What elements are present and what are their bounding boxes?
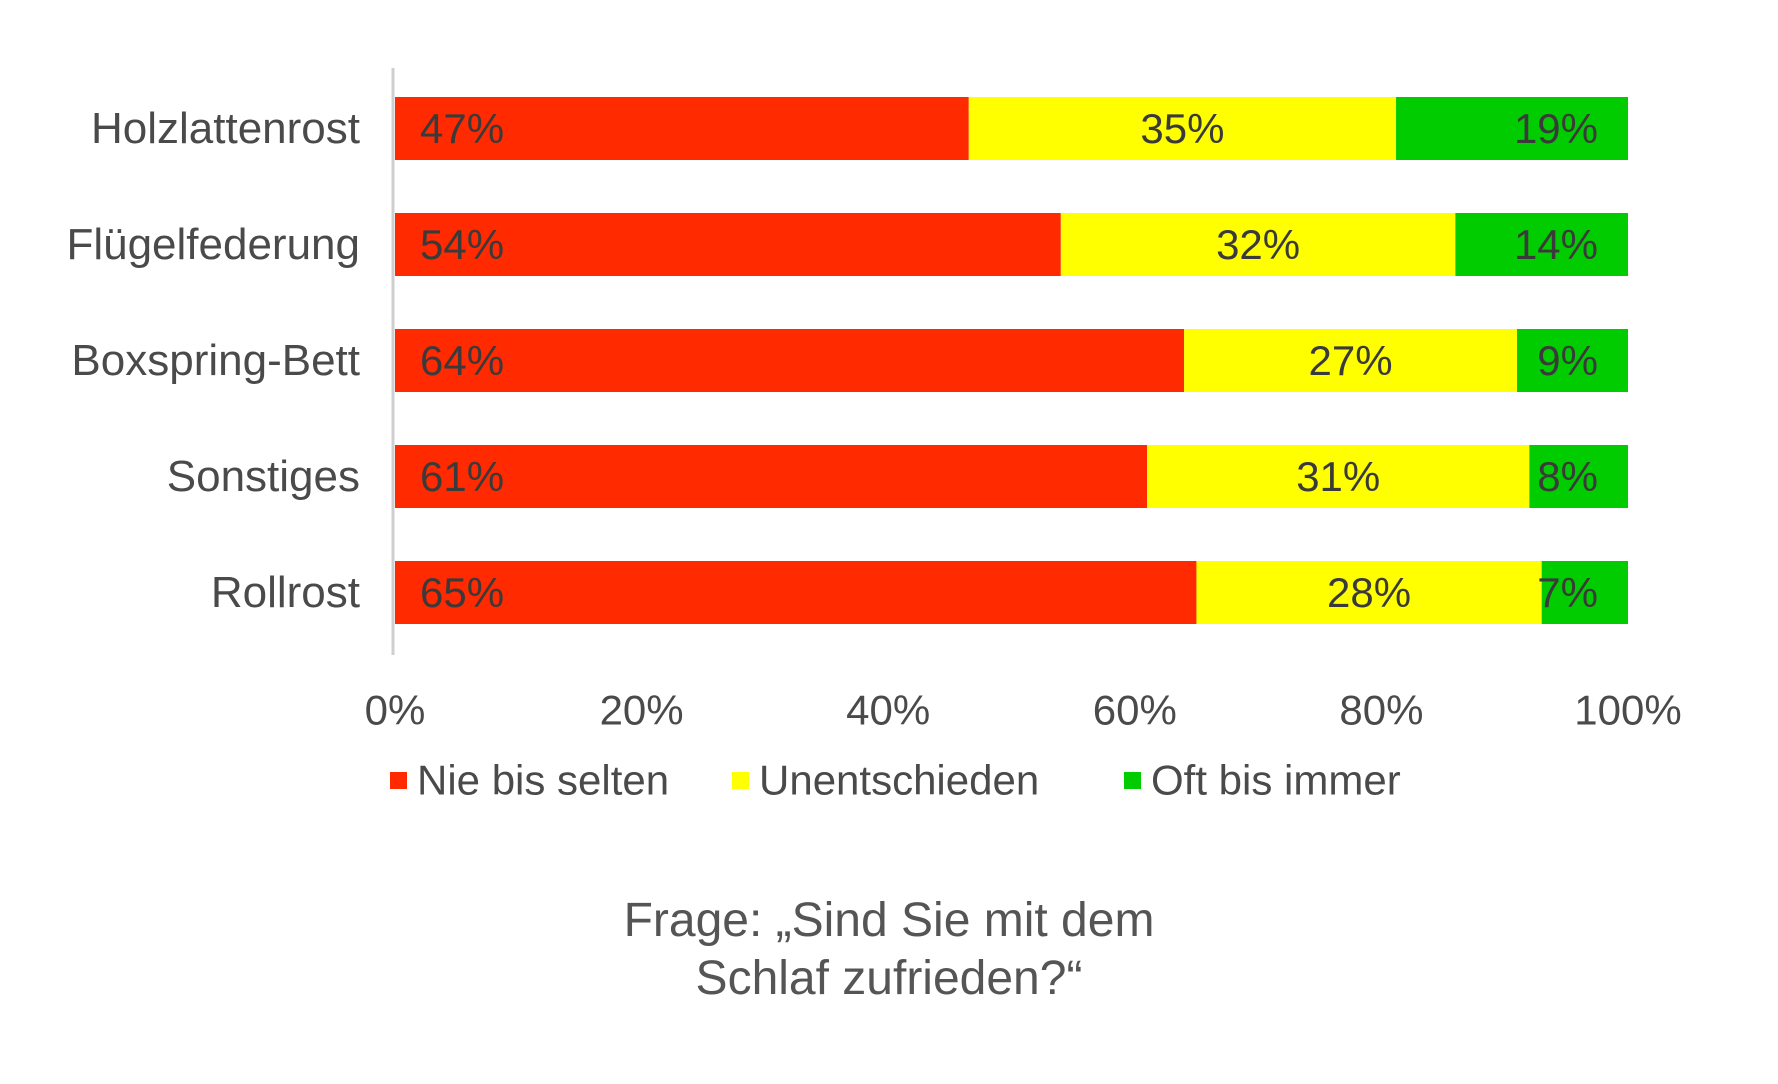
x-tick-labels: 0% 20% 40% 60% 80% 100% — [365, 687, 1682, 734]
x-tick-label-100: 100% — [1574, 687, 1681, 734]
category-label-sonstiges: Sonstiges — [167, 452, 360, 501]
data-label-sonstiges-nie-bis-selten: 61% — [420, 453, 504, 500]
x-tick-label-40: 40% — [846, 687, 930, 734]
data-label-boxspring-bett-nie-bis-selten: 64% — [420, 337, 504, 384]
data-label-sonstiges-unentschieden: 31% — [1296, 453, 1380, 500]
category-label-holzlattenrost: Holzlattenrost — [91, 104, 360, 153]
data-label-boxspring-bett-unentschieden: 27% — [1309, 337, 1393, 384]
data-label-flügelfederung-unentschieden: 32% — [1216, 221, 1300, 268]
category-label-rollrost: Rollrost — [211, 568, 360, 617]
bar-boxspring-bett-oft-bis-immer — [1517, 329, 1628, 392]
caption-line-2: Schlaf zufrieden?“ — [695, 952, 1083, 1005]
bar-rollrost-nie-bis-selten — [395, 561, 1197, 624]
data-label-holzlattenrost-unentschieden: 35% — [1140, 105, 1224, 152]
data-label-boxspring-bett-oft-bis-immer: 9% — [1537, 337, 1598, 384]
data-label-holzlattenrost-nie-bis-selten: 47% — [420, 105, 504, 152]
x-tick-label-80: 80% — [1339, 687, 1423, 734]
bar-rollrost-unentschieden — [1196, 561, 1542, 624]
bar-rollrost-oft-bis-immer — [1541, 561, 1628, 624]
bar-sonstiges-oft-bis-immer — [1529, 445, 1628, 508]
bar-holzlattenrost-oft-bis-immer — [1396, 97, 1628, 160]
data-label-flügelfederung-oft-bis-immer: 14% — [1514, 221, 1598, 268]
data-label-rollrost-oft-bis-immer: 7% — [1537, 569, 1598, 616]
bar-flügelfederung-unentschieden — [1060, 213, 1456, 276]
legend-label-unentschieden: Unentschieden — [759, 757, 1039, 804]
x-tick-label-20: 20% — [600, 687, 684, 734]
bar-holzlattenrost-nie-bis-selten — [395, 97, 969, 160]
bar-sonstiges-unentschieden — [1147, 445, 1530, 508]
legend-label-nie-bis-selten: Nie bis selten — [417, 757, 669, 804]
legend-swatch-oft-bis-immer — [1124, 772, 1141, 789]
category-labels: Holzlattenrost Flügelfederung Boxspring-Be… — [66, 104, 360, 617]
data-label-rollrost-unentschieden: 28% — [1327, 569, 1411, 616]
bars-group: 47% 35% 19% 54% 32% 14% 64% 27% 9% 61% 31% 8% 65% 28%… — [395, 97, 1628, 624]
data-label-flügelfederung-nie-bis-selten: 54% — [420, 221, 504, 268]
bar-flügelfederung-nie-bis-selten — [395, 213, 1061, 276]
x-tick-label-0: 0% — [365, 687, 426, 734]
legend-swatch-unentschieden — [732, 772, 749, 789]
bar-boxspring-bett-nie-bis-selten — [395, 329, 1185, 392]
chart-caption: Frage: „Sind Sie mit dem Schlaf zufriede… — [0, 892, 1778, 1008]
data-label-holzlattenrost-oft-bis-immer: 19% — [1514, 105, 1598, 152]
x-tick-label-60: 60% — [1093, 687, 1177, 734]
bar-boxspring-bett-unentschieden — [1184, 329, 1518, 392]
legend: Nie bis selten Unentschieden Oft bis immer — [390, 757, 1401, 804]
bar-flügelfederung-oft-bis-immer — [1455, 213, 1628, 276]
caption-line-1: Frage: „Sind Sie mit dem — [623, 894, 1155, 947]
bar-sonstiges-nie-bis-selten — [395, 445, 1148, 508]
legend-swatch-nie-bis-selten — [390, 772, 407, 789]
data-label-rollrost-nie-bis-selten: 65% — [420, 569, 504, 616]
category-label-boxspring-bett: Boxspring-Bett — [71, 336, 360, 385]
bar-holzlattenrost-unentschieden — [968, 97, 1397, 160]
legend-label-oft-bis-immer: Oft bis immer — [1151, 757, 1401, 804]
category-label-flügelfederung: Flügelfederung — [66, 220, 360, 269]
data-label-sonstiges-oft-bis-immer: 8% — [1537, 453, 1598, 500]
